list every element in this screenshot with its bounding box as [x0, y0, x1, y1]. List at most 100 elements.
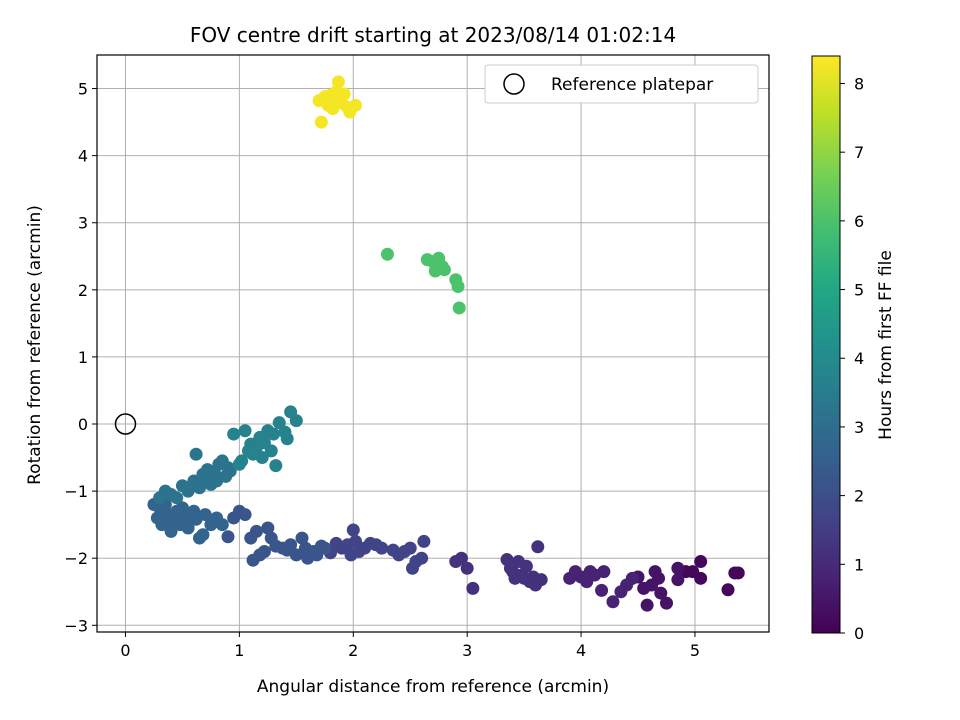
data-point: [223, 464, 237, 478]
data-point: [238, 424, 252, 438]
data-point: [289, 414, 303, 428]
chart-title: FOV centre drift starting at 2023/08/14 …: [190, 23, 676, 47]
data-point: [417, 534, 431, 548]
data-point: [344, 548, 358, 562]
data-points: [147, 75, 745, 612]
colorbar-tick-label: 7: [854, 143, 864, 162]
data-point: [659, 596, 673, 610]
x-tick-label: 4: [576, 641, 586, 660]
data-point: [349, 98, 363, 112]
data-point: [337, 87, 351, 101]
data-point: [671, 561, 685, 575]
data-point: [654, 586, 668, 600]
data-point: [295, 531, 309, 545]
y-tick-label: 0: [78, 415, 88, 434]
data-point: [331, 75, 345, 89]
data-point: [721, 583, 735, 597]
data-point: [193, 531, 207, 545]
data-point: [595, 583, 609, 597]
data-point: [460, 561, 474, 575]
data-point: [244, 531, 258, 545]
data-point: [272, 416, 286, 430]
data-point: [227, 511, 241, 525]
data-point: [269, 459, 283, 473]
x-tick-label: 5: [690, 641, 700, 660]
y-tick-label: 1: [78, 348, 88, 367]
data-point: [405, 561, 419, 575]
data-point: [648, 565, 662, 579]
data-point: [606, 595, 620, 609]
colorbar-tick-label: 2: [854, 487, 864, 506]
legend-open-circle-marker: [503, 73, 525, 95]
data-point: [314, 115, 328, 129]
colorbar-tick-label: 6: [854, 212, 864, 231]
colorbar-tick-label: 8: [854, 74, 864, 93]
x-tick-label: 0: [120, 641, 130, 660]
y-tick-label: 3: [78, 214, 88, 233]
data-point: [466, 581, 480, 595]
data-point: [204, 518, 218, 532]
data-point: [449, 555, 463, 569]
data-point: [640, 598, 654, 612]
data-point: [694, 555, 708, 569]
colorbar-ticks: 0 1 2 3 4 5 6 7 8: [840, 74, 864, 643]
data-point: [671, 573, 685, 587]
data-point: [221, 530, 235, 544]
data-point: [298, 541, 312, 555]
x-axis-label: Angular distance from reference (arcmin): [257, 677, 609, 697]
data-point: [500, 553, 514, 567]
legend: Reference platepar: [484, 64, 759, 104]
data-point: [227, 427, 241, 441]
plot-frame: [96, 54, 770, 633]
data-point: [637, 581, 651, 595]
y-tick-label: −1: [64, 482, 88, 501]
colorbar: [811, 55, 841, 634]
y-tick-label: 2: [78, 281, 88, 300]
data-point: [264, 444, 278, 458]
colorbar-tick-label: 5: [854, 281, 864, 300]
data-point: [451, 279, 465, 293]
data-point: [189, 447, 203, 461]
data-point: [386, 543, 400, 557]
y-tick-label: −3: [64, 616, 88, 635]
x-tick-label: 2: [348, 641, 358, 660]
x-tick-label: 3: [462, 641, 472, 660]
data-point: [563, 571, 577, 585]
colorbar-tick-label: 0: [854, 624, 864, 643]
y-tick-label: 4: [78, 147, 88, 166]
data-point: [150, 511, 164, 525]
data-point: [264, 531, 278, 545]
data-point: [531, 540, 545, 554]
data-point: [162, 508, 176, 522]
data-point: [280, 432, 294, 446]
data-point: [255, 451, 269, 465]
x-tick-label: 1: [234, 641, 244, 660]
data-point: [246, 553, 260, 567]
data-point: [614, 585, 628, 599]
colorbar-tick-label: 3: [854, 418, 864, 437]
x-axis-ticks: 0 1 2 3 4 5: [120, 632, 700, 660]
data-point: [170, 491, 184, 505]
y-tick-label: −2: [64, 549, 88, 568]
y-axis-label: Rotation from reference (arcmin): [25, 205, 45, 485]
data-point: [380, 247, 394, 261]
data-point: [164, 524, 178, 538]
grid-lines: [97, 55, 769, 632]
data-point: [193, 481, 207, 495]
legend-box: [484, 64, 759, 104]
data-point: [267, 427, 281, 441]
data-point: [301, 551, 315, 565]
y-axis-ticks: −3 −2 −1 0 1 2 3 4 5: [64, 80, 97, 635]
data-point: [235, 454, 249, 468]
data-point: [261, 521, 275, 535]
data-point: [728, 566, 742, 580]
data-point: [346, 523, 360, 537]
data-point: [181, 484, 195, 498]
data-point: [187, 504, 201, 518]
data-point: [437, 263, 451, 277]
y-tick-label: 5: [78, 80, 88, 99]
legend-label: Reference platepar: [551, 75, 713, 95]
data-point: [329, 536, 343, 550]
colorbar-tick-label: 1: [854, 555, 864, 574]
